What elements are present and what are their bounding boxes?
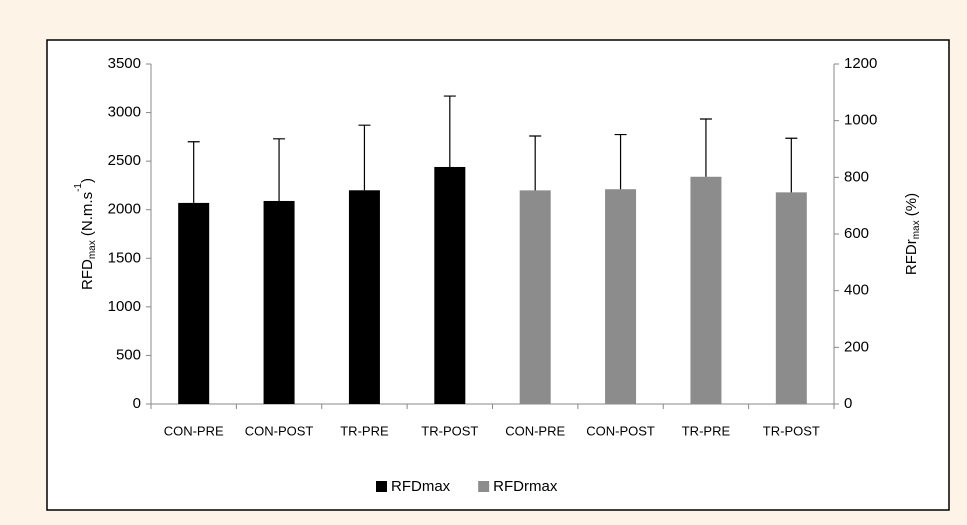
axis-title-part: -1 xyxy=(73,183,84,192)
y-tick-label: 500 xyxy=(116,346,141,363)
axis-title-part: (%) xyxy=(903,193,920,221)
bar xyxy=(178,202,210,404)
error-bar xyxy=(443,95,456,167)
bar xyxy=(519,190,551,404)
y-tick-label: 2500 xyxy=(108,152,141,169)
y-tick-label: 1000 xyxy=(108,298,141,315)
y2-tick-label: 200 xyxy=(844,338,869,355)
x-tick-label: TR-POST xyxy=(763,423,820,438)
x-tick-label: TR-POST xyxy=(421,423,478,438)
y2-tick-label: 400 xyxy=(844,282,869,299)
y-tick-label: 3500 xyxy=(108,55,141,72)
error-bar xyxy=(187,141,200,203)
legend-label: RFDrmax xyxy=(493,478,558,495)
error-bar xyxy=(614,133,627,190)
error-bar xyxy=(699,118,712,177)
y-tick-label: 2000 xyxy=(108,201,141,218)
axis-title-part: RFDr xyxy=(903,239,920,275)
legend-swatch xyxy=(478,481,490,492)
y2-tick-label: 800 xyxy=(844,168,869,185)
y2-tick-label: 0 xyxy=(844,395,852,412)
x-tick-label: CON-POST xyxy=(245,423,314,438)
error-bar xyxy=(529,135,542,191)
bar xyxy=(348,190,380,404)
y2-tick-label: 1200 xyxy=(844,55,877,72)
y2-tick-label: 600 xyxy=(844,225,869,242)
y2-tick-label: 1000 xyxy=(844,112,877,129)
x-tick-label: CON-PRE xyxy=(505,423,565,438)
legend-swatch xyxy=(376,481,387,492)
axis-title-part: RFD xyxy=(79,259,96,290)
x-tick-label: CON-POST xyxy=(586,423,655,438)
axis-title-part: (N.m.s xyxy=(79,192,96,240)
axis-title-part: max xyxy=(87,240,98,259)
axis-title-part: ) xyxy=(79,178,96,183)
error-bar xyxy=(785,137,798,193)
bar xyxy=(434,166,466,404)
error-bar xyxy=(273,138,286,201)
axis-title-part: max xyxy=(911,220,922,239)
bar xyxy=(605,189,637,404)
x-tick-label: CON-PRE xyxy=(164,423,224,438)
y-tick-label: 1500 xyxy=(108,249,141,266)
legend-label: RFDmax xyxy=(391,478,451,495)
bar xyxy=(690,176,722,404)
error-bar xyxy=(358,124,371,191)
bar xyxy=(775,192,807,404)
x-tick-label: TR-PRE xyxy=(682,423,731,438)
y-tick-label: 3000 xyxy=(108,104,141,121)
y2-axis-title: RFDrmax (%) xyxy=(903,193,922,275)
y-axis-title: RFDmax (N.m.s-1) xyxy=(73,178,98,290)
x-tick-label: TR-PRE xyxy=(340,423,389,438)
y-tick-label: 0 xyxy=(133,395,141,412)
bar xyxy=(263,200,295,404)
